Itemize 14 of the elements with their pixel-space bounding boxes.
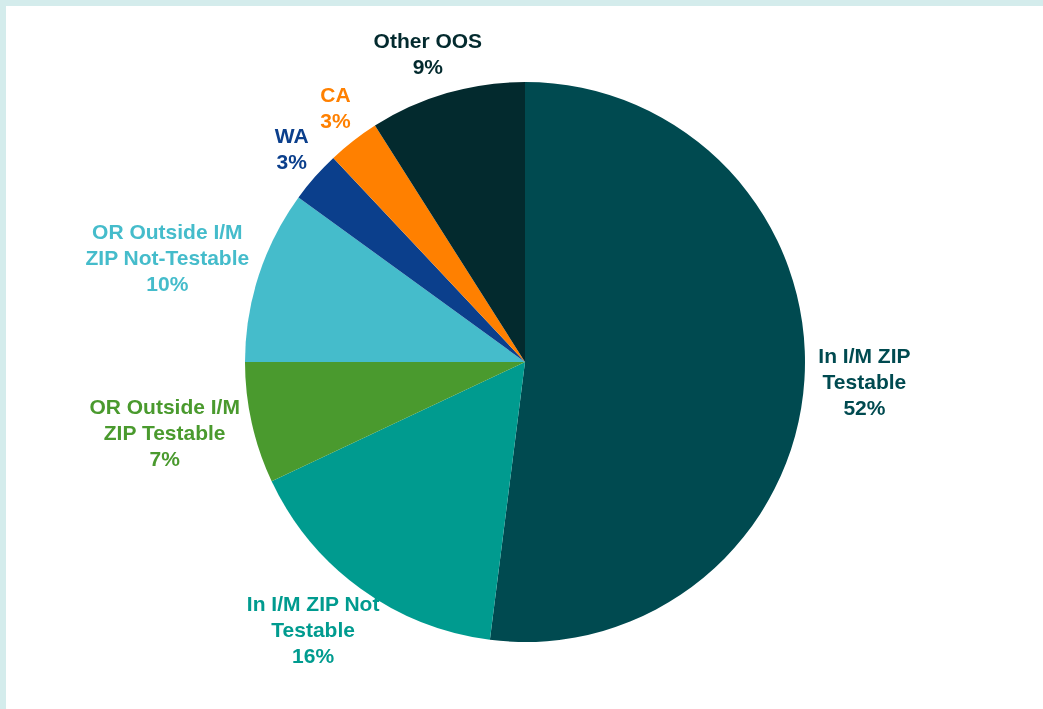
- data-label: 3%: [320, 108, 351, 132]
- slice-label: CA: [320, 82, 351, 106]
- slice-label: OR Outside I/M ZIP Testable: [89, 395, 240, 445]
- data-label: 9%: [412, 54, 444, 78]
- slice-label: Other OOS: [373, 28, 483, 52]
- slice-label: WA: [274, 124, 309, 148]
- slice-label: In I/M ZIP Not Testable: [246, 592, 380, 642]
- data-label: 16%: [292, 644, 335, 668]
- slice-label: OR Outside I/M ZIP Not-Testable: [85, 219, 250, 269]
- data-label: 7%: [149, 447, 181, 471]
- data-label: 52%: [843, 395, 886, 419]
- data-label: 3%: [276, 150, 308, 174]
- slice-label: In I/M ZIP Testable: [818, 343, 911, 393]
- data-label: 10%: [146, 271, 189, 295]
